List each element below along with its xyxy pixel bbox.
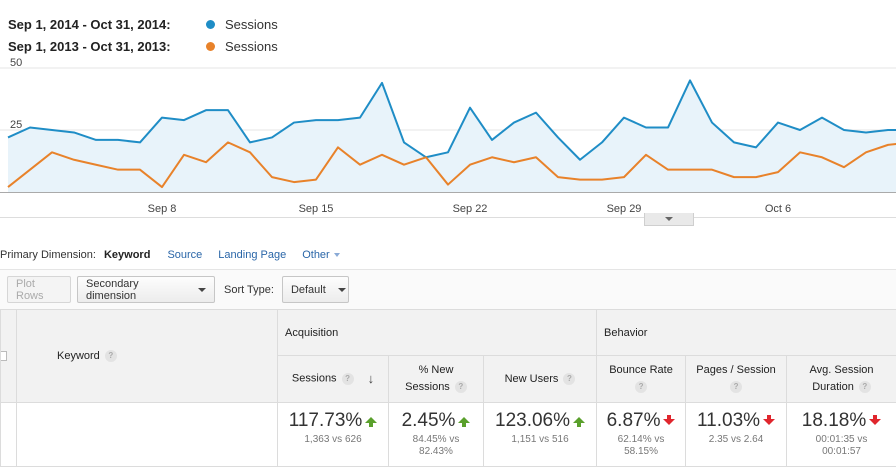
- sessions-header-label: Sessions: [291, 372, 337, 385]
- avg-session-header-line1: Avg. Session: [809, 364, 874, 376]
- pages-session-column-header[interactable]: Pages / Session?: [685, 355, 788, 403]
- select-all-cell: [0, 309, 17, 403]
- pages-session-change-value: 11.03%: [697, 410, 761, 431]
- totals-row: 117.73% 1,363 vs 626 2.45% 84.45% vs 82.…: [0, 402, 896, 467]
- arrow-down-icon: [663, 415, 676, 425]
- x-tick-label: Sep 8: [148, 203, 177, 215]
- arrow-down-icon: [763, 415, 776, 425]
- arrow-up-icon: [458, 417, 471, 427]
- avg-session-compare-line2: 00:01:57: [822, 446, 861, 457]
- series-area-0: [8, 80, 896, 192]
- table-toolbar: Plot Rows Secondary dimension Sort Type:…: [0, 269, 896, 309]
- help-icon[interactable]: ?: [454, 381, 467, 394]
- bounce-rate-header-label: Bounce Rate: [609, 364, 673, 376]
- new-sessions-header-line1: % New: [418, 364, 454, 376]
- pages-session-header-label: Pages / Session: [696, 364, 776, 376]
- primary-dimension-bar: Primary Dimension: Keyword Source Landin…: [0, 247, 340, 263]
- new-sessions-header-line2: Sessions: [405, 381, 450, 393]
- series-line-1: [7, 141, 896, 189]
- help-icon[interactable]: ?: [858, 381, 871, 394]
- chevron-down-icon: [333, 253, 340, 257]
- sessions-value-cell: 117.73% 1,363 vs 626: [277, 402, 389, 467]
- x-tick-label: Sep 15: [299, 203, 334, 215]
- new-users-header-label: New Users: [504, 372, 559, 385]
- chevron-down-icon: [337, 287, 346, 292]
- plot-rows-button[interactable]: Plot Rows: [7, 276, 71, 303]
- legend-series-current: Sessions: [225, 16, 278, 32]
- pages-session-value-cell: 11.03% 2.35 vs 2.64: [685, 402, 788, 467]
- dimension-other-label: Other: [302, 249, 330, 261]
- bounce-rate-value-cell: 6.87% 62.14% vs 58.15%: [596, 402, 687, 467]
- sessions-change-value: 117.73%: [288, 410, 363, 431]
- plot-rows-label: Plot Rows: [16, 277, 44, 302]
- new-sessions-compare-line1: 84.45% vs: [412, 434, 460, 445]
- x-tick-label: Oct 6: [765, 203, 791, 215]
- series-line-0: [7, 79, 896, 161]
- keyword-data-table: Keyword? Acquisition Behavior Sessions? ↓…: [0, 309, 896, 467]
- legend-row-current: Sep 1, 2014 - Oct 31, 2014: Sessions: [8, 13, 278, 35]
- new-users-change-value: 123.06%: [495, 410, 571, 431]
- secondary-dimension-dropdown[interactable]: Secondary dimension: [77, 276, 215, 303]
- y-tick-label: 50: [10, 58, 22, 69]
- bounce-rate-column-header[interactable]: Bounce Rate?: [596, 355, 687, 403]
- x-tick-label: Sep 22: [453, 203, 488, 215]
- legend-dot-icon: [206, 19, 215, 29]
- sort-descending-icon[interactable]: ↓: [367, 371, 375, 387]
- acquisition-group-header: Acquisition: [276, 309, 598, 356]
- new-sessions-compare-line2: 82.43%: [419, 446, 453, 457]
- help-icon[interactable]: ?: [104, 350, 117, 363]
- dimension-other-dropdown[interactable]: Other: [302, 249, 340, 261]
- legend-range-current: Sep 1, 2014 - Oct 31, 2014:: [8, 16, 171, 32]
- secondary-dimension-label: Secondary dimension: [86, 277, 139, 302]
- new-users-compare: 1,151 vs 516: [511, 434, 569, 445]
- avg-session-compare-line1: 00:01:35 vs: [815, 434, 868, 445]
- arrow-up-icon: [365, 417, 378, 427]
- chevron-down-icon: [665, 217, 673, 221]
- sort-type-value: Default: [290, 283, 326, 296]
- legend-row-previous: Sep 1, 2013 - Oct 31, 2013: Sessions: [8, 35, 278, 57]
- chart-legend: Sep 1, 2014 - Oct 31, 2014: Sessions Sep…: [8, 13, 278, 57]
- arrow-up-icon: [573, 417, 586, 427]
- help-icon[interactable]: ?: [341, 372, 354, 385]
- totals-check-cell: [0, 402, 17, 467]
- dimension-source[interactable]: Source: [167, 249, 203, 261]
- behavior-group-header: Behavior: [596, 309, 896, 356]
- legend-range-previous: Sep 1, 2013 - Oct 31, 2013:: [8, 38, 171, 54]
- new-sessions-value-cell: 2.45% 84.45% vs 82.43%: [388, 402, 484, 467]
- sessions-line-chart: 50 25 Sep 8 Sep 15 Sep 22 Sep 29 Oct 6: [0, 58, 896, 218]
- pages-session-compare: 2.35 vs 2.64: [708, 434, 764, 445]
- keyword-column-header[interactable]: Keyword?: [16, 309, 278, 403]
- keyword-header-label: Keyword: [57, 349, 100, 362]
- help-icon[interactable]: ?: [563, 372, 576, 385]
- avg-session-value-cell: 18.18% 00:01:35 vs 00:01:57: [786, 402, 896, 467]
- chevron-down-icon: [198, 287, 206, 292]
- bounce-rate-compare-line2: 58.15%: [624, 446, 658, 457]
- help-icon[interactable]: ?: [635, 381, 648, 394]
- legend-dot-icon: [206, 41, 215, 51]
- new-sessions-change-value: 2.45%: [401, 410, 456, 431]
- sort-type-dropdown[interactable]: Default: [281, 276, 349, 303]
- new-users-column-header[interactable]: New Users?: [482, 355, 598, 403]
- sessions-compare: 1,363 vs 626: [304, 434, 362, 445]
- sort-type-label: Sort Type:: [224, 283, 274, 296]
- y-tick-label: 25: [10, 119, 22, 131]
- avg-session-change-value: 18.18%: [801, 410, 867, 431]
- bounce-rate-compare-line1: 62.14% vs: [617, 434, 665, 445]
- help-icon[interactable]: ?: [730, 381, 743, 394]
- avg-session-duration-column-header[interactable]: Avg. Session Duration?: [786, 355, 896, 403]
- select-all-checkbox[interactable]: [0, 351, 7, 361]
- dimension-keyword[interactable]: Keyword: [103, 249, 151, 261]
- new-users-value-cell: 123.06% 1,151 vs 516: [482, 402, 598, 467]
- x-tick-label: Sep 29: [607, 203, 642, 215]
- avg-session-header-line2: Duration: [812, 381, 854, 393]
- legend-series-previous: Sessions: [225, 38, 278, 54]
- new-sessions-column-header[interactable]: % New Sessions?: [388, 355, 484, 403]
- arrow-down-icon: [869, 415, 882, 425]
- primary-dimension-label: Primary Dimension:: [0, 249, 96, 261]
- chart-collapse-handle[interactable]: [644, 213, 694, 226]
- sessions-column-header[interactable]: Sessions? ↓: [277, 355, 389, 403]
- dimension-landing-page[interactable]: Landing Page: [218, 249, 287, 261]
- bounce-rate-change-value: 6.87%: [606, 410, 661, 431]
- totals-keyword-cell: [16, 402, 278, 467]
